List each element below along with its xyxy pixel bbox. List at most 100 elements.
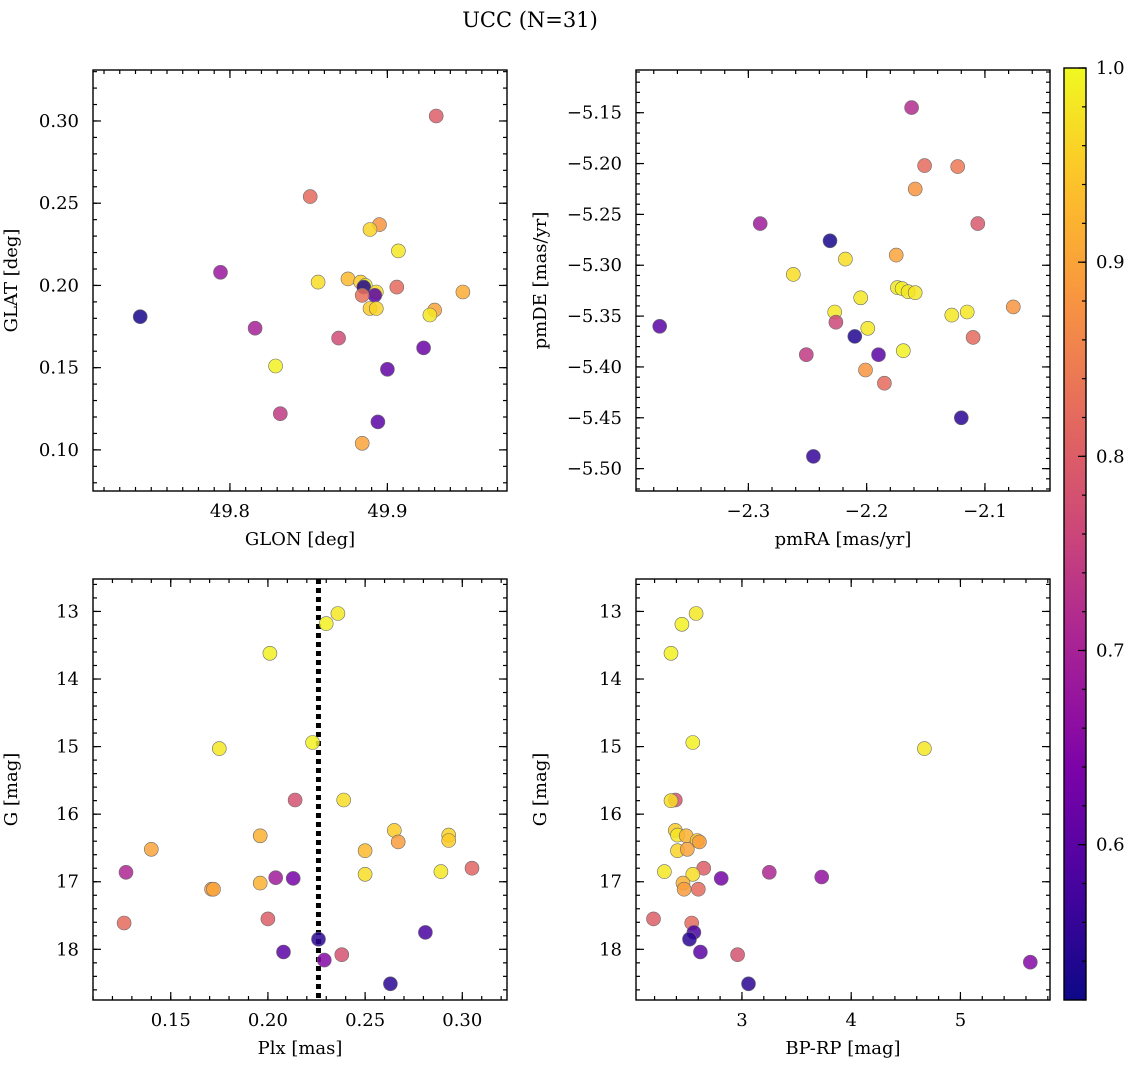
x-tick-label: −2.3 [727, 501, 771, 522]
data-point [761, 864, 777, 880]
plot-frame [635, 578, 1051, 1001]
data-point [822, 233, 838, 249]
data-point [357, 843, 373, 859]
x-axis-label: Plx [mas] [258, 1038, 343, 1059]
y-tick-label: 18 [599, 939, 622, 960]
x-tick-label: −2.2 [845, 501, 889, 522]
y-tick-label: 0.20 [39, 275, 79, 296]
plot-frame [635, 69, 1051, 492]
data-point [212, 741, 227, 756]
data-point [679, 841, 695, 857]
y-tick-label: 14 [56, 669, 79, 690]
data-point [418, 925, 433, 940]
y-tick-label: 0.10 [39, 440, 79, 461]
data-point [336, 792, 352, 808]
colorbar-tick-label: 0.9 [1096, 252, 1125, 273]
data-point [646, 911, 661, 927]
data-point [433, 864, 449, 879]
data-point [950, 159, 966, 174]
data-point [260, 911, 276, 927]
data-point [268, 358, 283, 374]
data-point [904, 100, 919, 115]
data-point [330, 606, 346, 621]
x-tick-label: 3 [736, 1010, 747, 1031]
colorbar-tick-label: 0.7 [1096, 641, 1125, 662]
data-point [959, 304, 975, 320]
data-point [858, 362, 873, 378]
x-axis-label: GLON [deg] [245, 529, 355, 550]
y-tick-label: −5.35 [567, 306, 622, 327]
plot-frame [92, 69, 508, 492]
data-point [464, 860, 480, 876]
data-point [676, 881, 692, 897]
x-axis-label: pmRA [mas/yr] [775, 529, 912, 550]
y-tick-label: 13 [56, 601, 79, 622]
data-point [806, 449, 821, 464]
y-tick-label: 14 [599, 669, 622, 690]
data-point [663, 793, 679, 809]
data-point [663, 645, 679, 661]
data-point [692, 834, 707, 850]
colorbar-tick-label: 1.0 [1096, 58, 1125, 79]
data-point [367, 287, 383, 303]
data-point [752, 216, 768, 231]
data-point [455, 284, 471, 300]
data-point [441, 833, 457, 848]
y-tick-label: −5.20 [567, 154, 622, 175]
data-point [917, 158, 932, 173]
y-tick-label: 0.30 [39, 111, 79, 132]
data-point [895, 343, 911, 359]
data-point [970, 216, 986, 231]
data-point [144, 841, 159, 857]
panel-plx-g: 0.15 0.20 0.25 0.30 13 14 15 16 17 18 Plx [mas] G [… [1, 578, 508, 1059]
data-point [247, 320, 263, 336]
data-point [685, 735, 701, 750]
data-point [953, 410, 969, 426]
data-point [316, 952, 332, 968]
y-tick-label: −5.45 [567, 408, 622, 429]
y-axis-label: G [mag] [530, 753, 551, 826]
data-point [383, 976, 398, 992]
data-point [362, 222, 378, 237]
data-point [262, 645, 278, 661]
data-point [272, 406, 288, 422]
y-tick-label: 0.25 [39, 193, 79, 214]
y-tick-label: 16 [56, 804, 79, 825]
y-tick-label: 17 [56, 872, 79, 893]
data-point [685, 866, 701, 882]
data-point [907, 181, 923, 197]
x-tick-label: 4 [845, 1010, 856, 1031]
data-point [334, 947, 350, 963]
data-point [690, 881, 706, 897]
data-point [276, 944, 291, 960]
data-point [652, 318, 668, 334]
data-point [118, 864, 134, 880]
y-axis-label: G [mag] [1, 753, 22, 826]
data-point [814, 869, 830, 885]
data-point [380, 361, 395, 377]
data-point [853, 290, 869, 306]
x-tick-label: 0.15 [151, 1010, 191, 1031]
data-point [285, 871, 301, 886]
data-point [390, 834, 406, 850]
x-tick-label: −2.1 [963, 501, 1007, 522]
y-tick-label: −5.40 [567, 357, 622, 378]
plot-frame [92, 578, 508, 1001]
data-point [944, 307, 960, 323]
x-tick-label: 49.8 [210, 501, 250, 522]
y-tick-label: −5.15 [567, 103, 622, 124]
data-point [318, 616, 334, 631]
y-tick-label: 17 [599, 872, 622, 893]
y-tick-label: −5.25 [567, 204, 622, 225]
data-point [798, 347, 814, 363]
panel-glon-glat: 49.8 49.9 0.10 0.15 0.20 0.25 0.30 GLON [deg] GL… [1, 69, 508, 550]
y-tick-label: −5.30 [567, 255, 622, 276]
data-point [389, 279, 405, 295]
data-point [674, 616, 690, 632]
x-tick-label: 5 [955, 1010, 966, 1031]
colorbar-tick-label: 0.6 [1096, 835, 1125, 856]
data-point [331, 330, 346, 346]
data-point [132, 309, 148, 325]
data-point [917, 741, 932, 756]
data-point [422, 307, 438, 323]
